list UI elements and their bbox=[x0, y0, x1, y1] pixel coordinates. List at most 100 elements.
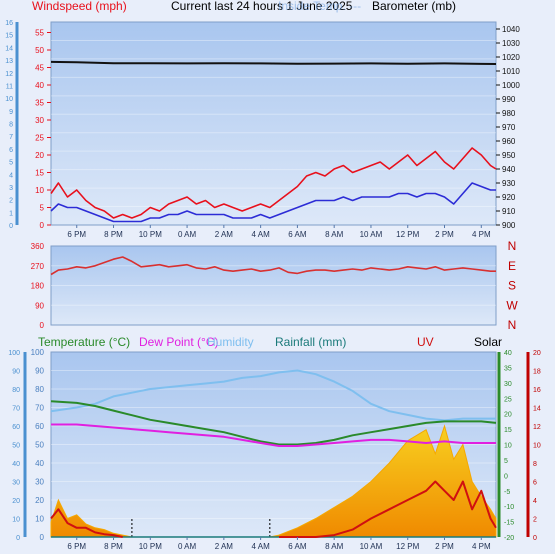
barometer-axis-title: Barometer (mb) bbox=[372, 0, 456, 13]
baro-y-tick-label: 1030 bbox=[502, 39, 520, 48]
beaufort-tick-label: 15 bbox=[5, 33, 13, 40]
compass-tick-label: N bbox=[508, 239, 517, 253]
beaufort-tick-label: 0 bbox=[9, 223, 13, 230]
uv-y-tick-label: 16 bbox=[533, 387, 541, 394]
uv-y-tick-label: 4 bbox=[533, 498, 537, 505]
temperature-y-tick-label: -15 bbox=[504, 520, 514, 527]
wind-y-tick-label: 55 bbox=[35, 29, 44, 38]
baro-y-tick-label: 970 bbox=[502, 123, 516, 132]
humidity-y-tick-label: 100 bbox=[31, 348, 45, 357]
temperature-x-tick-label: 6 PM bbox=[67, 542, 86, 551]
beaufort-tick-label: 12 bbox=[5, 71, 13, 78]
compass-tick-label: E bbox=[508, 259, 516, 273]
solar-y-tick-label: 60 bbox=[12, 424, 20, 431]
beaufort-tick-label: 4 bbox=[9, 172, 13, 179]
dew-point-series-line bbox=[51, 423, 496, 447]
temperature-x-tick-label: 10 AM bbox=[360, 542, 383, 551]
temperature-y-tick-label: 10 bbox=[504, 443, 512, 450]
wind-x-tick-label: 2 PM bbox=[435, 230, 454, 239]
temperature-y-tick-label: 30 bbox=[504, 381, 512, 388]
wind-x-tick-label: 0 AM bbox=[178, 230, 197, 239]
wind-y-tick-label: 35 bbox=[35, 99, 44, 108]
beaufort-tick-label: 13 bbox=[5, 58, 13, 65]
baro-y-tick-label: 910 bbox=[502, 207, 516, 216]
wind-x-tick-label: 4 AM bbox=[252, 230, 271, 239]
solar-y-tick-label: 40 bbox=[12, 461, 20, 468]
solar-legend: Solar bbox=[474, 335, 502, 349]
beaufort-tick-label: 2 bbox=[9, 198, 13, 205]
humidity-y-tick-label: 20 bbox=[35, 496, 44, 505]
beaufort-tick-label: 10 bbox=[5, 96, 13, 103]
wind-panel bbox=[50, 21, 497, 226]
baro-y-tick-label: 920 bbox=[502, 193, 516, 202]
wind-y-tick-label: 0 bbox=[40, 221, 45, 230]
wind-x-tick-label: 8 PM bbox=[104, 230, 123, 239]
temperature-x-tick-label: 6 AM bbox=[288, 542, 307, 551]
solar-y-tick-label: 90 bbox=[12, 369, 20, 376]
direction-panel bbox=[50, 245, 497, 326]
solar-series-area bbox=[50, 424, 497, 538]
direction-series-line bbox=[50, 256, 496, 276]
baro-y-tick-label: 990 bbox=[502, 95, 516, 104]
baro-y-tick-label: 1010 bbox=[502, 67, 520, 76]
uv-y-tick-label: 12 bbox=[533, 424, 541, 431]
baro-y-tick-label: 950 bbox=[502, 151, 516, 160]
wind-y-tick-label: 10 bbox=[35, 186, 44, 195]
uv-y-tick-label: 14 bbox=[533, 406, 541, 413]
direction-y-tick-label: 270 bbox=[31, 262, 45, 271]
wind-x-tick-label: 10 PM bbox=[139, 230, 162, 239]
direction-y-tick-label: 90 bbox=[35, 301, 44, 310]
temperature-y-tick-label: 15 bbox=[504, 427, 512, 434]
temperature-y-tick-label: 20 bbox=[504, 412, 512, 419]
temperature-x-tick-label: 12 PM bbox=[396, 542, 419, 551]
temperature-x-tick-label: 8 AM bbox=[325, 542, 344, 551]
compass-tick-label: W bbox=[506, 298, 518, 312]
uv-y-tick-label: 20 bbox=[533, 350, 541, 357]
solar-y-tick-label: 20 bbox=[12, 498, 20, 505]
beaufort-tick-label: 1 bbox=[9, 210, 13, 217]
wind-x-tick-label: 10 AM bbox=[360, 230, 383, 239]
baro-y-tick-label: 1000 bbox=[502, 81, 520, 90]
direction-y-tick-label: 0 bbox=[40, 321, 45, 330]
beaufort-tick-label: 7 bbox=[9, 134, 13, 141]
humidity-y-tick-label: 90 bbox=[35, 367, 44, 376]
direction-y-tick-label: 360 bbox=[31, 242, 45, 251]
humidity-y-tick-label: 70 bbox=[35, 404, 44, 413]
solar-y-tick-label: 30 bbox=[12, 480, 20, 487]
beaufort-tick-label: 8 bbox=[9, 122, 13, 129]
humidity-y-tick-label: 80 bbox=[35, 385, 44, 394]
humidity-legend: Humidity bbox=[207, 335, 254, 349]
temperature-x-tick-label: 4 PM bbox=[472, 542, 491, 551]
solar-y-tick-label: 100 bbox=[8, 350, 20, 357]
uv-series-line bbox=[50, 508, 123, 538]
beaufort-tick-label: 16 bbox=[5, 20, 13, 27]
wind-y-tick-label: 25 bbox=[35, 134, 44, 143]
humidity-y-tick-label: 10 bbox=[35, 515, 44, 524]
beaufort-tick-label: 14 bbox=[5, 45, 13, 52]
wind-y-tick-label: 45 bbox=[35, 64, 44, 73]
compass-tick-label: N bbox=[508, 318, 517, 332]
temperature-x-tick-label: 0 AM bbox=[178, 542, 197, 551]
wind-y-tick-label: 5 bbox=[40, 204, 45, 213]
humidity-y-tick-label: 50 bbox=[35, 441, 44, 450]
temperature-y-tick-label: -5 bbox=[504, 489, 510, 496]
baro-y-tick-label: 1040 bbox=[502, 25, 520, 34]
temperature-y-tick-label: 25 bbox=[504, 396, 512, 403]
baro-y-tick-label: 900 bbox=[502, 221, 516, 230]
wind-y-tick-label: 50 bbox=[35, 46, 44, 55]
beaufort-tick-label: 9 bbox=[9, 109, 13, 116]
humidity-y-tick-label: 30 bbox=[35, 478, 44, 487]
uv-y-tick-label: 18 bbox=[533, 369, 541, 376]
beaufort-tick-label: 5 bbox=[9, 160, 13, 167]
temperature-y-tick-label: 35 bbox=[504, 365, 512, 372]
beaufort-tick-label: 6 bbox=[9, 147, 13, 154]
wind-y-tick-label: 20 bbox=[35, 151, 44, 160]
solar-y-tick-label: 70 bbox=[12, 406, 20, 413]
beaufort-tick-label: 11 bbox=[6, 83, 13, 90]
temperature-y-tick-label: 40 bbox=[504, 350, 512, 357]
temperature-y-tick-label: 5 bbox=[504, 458, 508, 465]
direction-y-tick-label: 180 bbox=[31, 282, 45, 291]
uv-series-line bbox=[279, 480, 497, 538]
